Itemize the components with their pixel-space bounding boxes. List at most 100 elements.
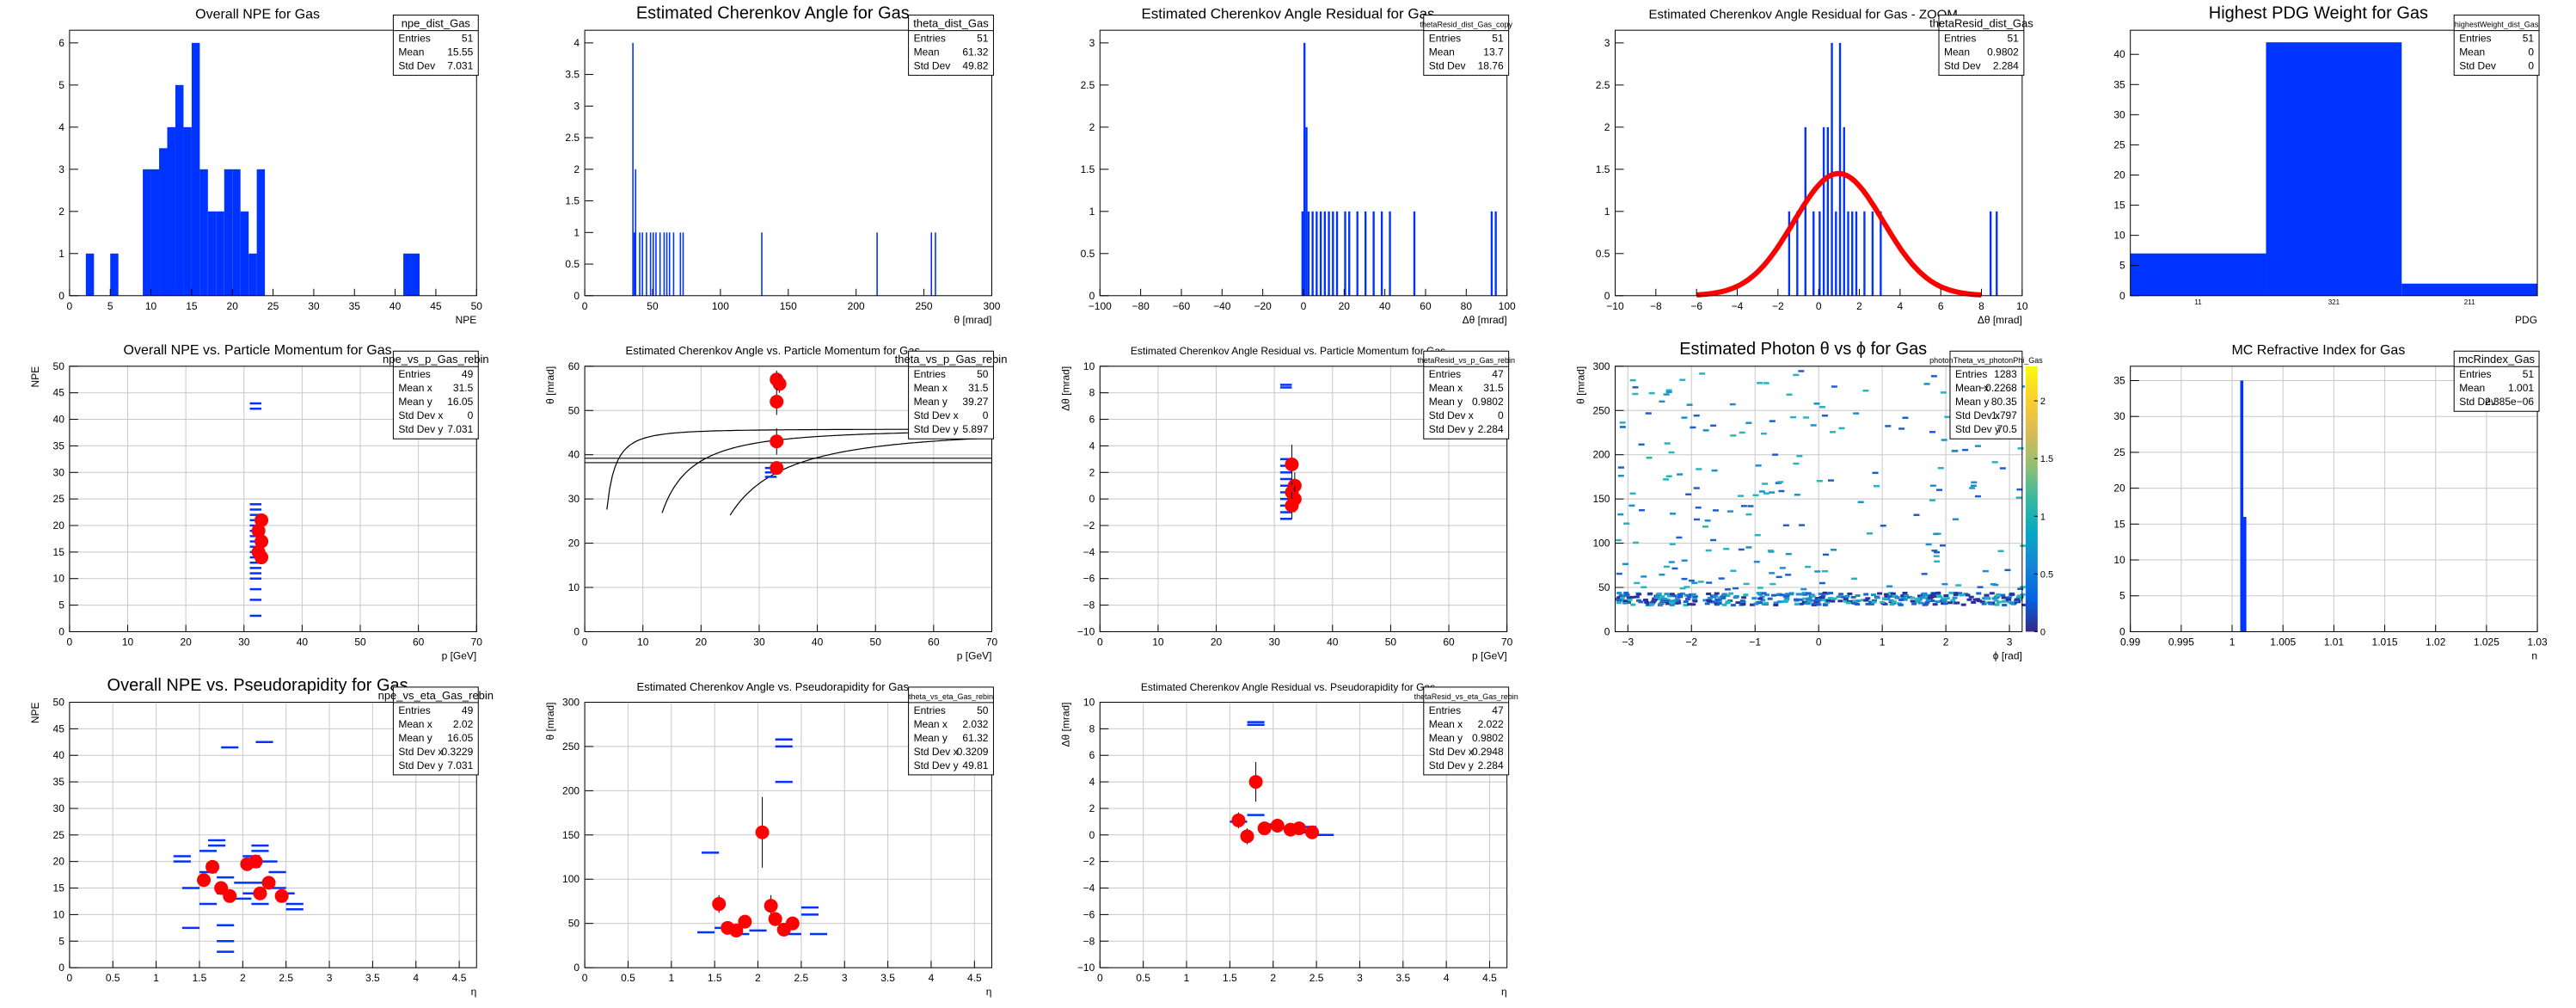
stats-box <box>908 350 994 439</box>
stats-value: 7.031 <box>447 759 473 771</box>
heatmap-cell <box>1917 601 1923 605</box>
hist-bin <box>641 232 643 296</box>
stats-value: 5.897 <box>962 423 988 435</box>
chart-photon_theta_phi: Estimated Photon θ vs ϕ for Gas 0 0.5 1 1.5 2… <box>1574 340 2053 661</box>
heatmap-cell <box>1760 432 1767 435</box>
x-axis-label: p [GeV] <box>442 649 477 661</box>
heatmap-cell <box>1730 569 1737 572</box>
stats-value: 2.02 <box>453 718 474 730</box>
x-tick-label: 0 <box>1816 636 1822 648</box>
data-point <box>274 888 289 903</box>
heatmap-cell <box>1974 495 1981 498</box>
x-tick-label: 40 <box>297 636 309 648</box>
x-tick-label: 10 <box>145 300 157 312</box>
heatmap-cell <box>1887 592 1893 595</box>
heatmap-cell <box>1730 604 1736 607</box>
x-tick-label: 40 <box>812 636 824 648</box>
chart-resid_vs_p: Estimated Cherenkov Angle Residual vs. P… <box>1059 345 1515 661</box>
data-point <box>738 914 752 929</box>
heatmap-cell <box>1933 555 1940 557</box>
heatmap-cell <box>1745 513 1752 516</box>
y-tick-label: 60 <box>568 360 580 372</box>
stats-box <box>1423 15 1510 77</box>
x-tick-label: 6 <box>1938 300 1944 312</box>
heatmap-cell <box>1819 405 1825 409</box>
heatmap-cell <box>1769 420 1776 422</box>
x-tick-label: −20 <box>1254 300 1272 312</box>
stats-value: 51 <box>2008 33 2020 45</box>
x-tick-label: −100 <box>1089 300 1112 312</box>
heatmap-cell <box>1941 439 1947 441</box>
y-tick-label: 4 <box>58 121 64 133</box>
heatmap-cell <box>1763 492 1769 495</box>
x-tick-label: 40 <box>1327 636 1339 648</box>
stats-header: mcRindex_Gas <box>2458 353 2535 366</box>
y-tick-label: 15 <box>2113 200 2125 212</box>
heatmap-cell <box>1806 599 1812 603</box>
heatmap-cell <box>1828 592 1834 595</box>
heatmap-cell <box>1776 600 1782 604</box>
stats-value: 0.9802 <box>1472 396 1504 408</box>
x-tick-label: 3 <box>842 972 848 984</box>
heatmap-cell <box>1692 595 1698 599</box>
y-tick-label: −6 <box>1083 908 1095 920</box>
heatmap-cell <box>1615 538 1622 542</box>
y-tick-label: 6 <box>1089 749 1095 761</box>
heatmap-cell <box>1968 595 1974 599</box>
heatmap-cell <box>1953 593 1959 596</box>
x-tick-label: 1 <box>1184 972 1190 984</box>
heatmap-cell <box>1799 524 1806 526</box>
y-tick-label: 10 <box>2113 554 2125 566</box>
hist-bin <box>633 232 635 296</box>
heatmap-cell <box>1713 594 1719 598</box>
heatmap-cell <box>1793 462 1800 465</box>
x-tick-label: 60 <box>928 636 940 648</box>
y-tick-label: 6 <box>1089 414 1095 426</box>
heatmap-cell <box>1990 583 1996 586</box>
heatmap-cell <box>1622 599 1628 603</box>
heatmap-cell <box>1935 600 1941 604</box>
heatmap-cell <box>1646 602 1652 605</box>
heatmap-cell <box>1872 471 1879 475</box>
heatmap-cell <box>1871 599 1877 602</box>
data-point <box>1257 821 1272 836</box>
heatmap-cell <box>1687 603 1693 606</box>
x-axis-label: PDG <box>2515 314 2537 326</box>
x-tick-label: 5 <box>107 300 113 312</box>
stats-label: Std Dev y <box>914 423 959 435</box>
heatmap-cell <box>1937 466 1944 470</box>
stats-label: Std Dev <box>2459 60 2496 72</box>
hist-bin <box>1380 211 1383 296</box>
heatmap-cell <box>1623 591 1629 594</box>
heatmap-cell <box>1884 594 1890 598</box>
y-tick-label: 25 <box>2113 446 2125 458</box>
heatmap-cell <box>1663 565 1670 569</box>
y-tick-label: 1.5 <box>565 195 580 207</box>
heatmap-cell <box>1666 594 1672 598</box>
heatmap-cell <box>1665 602 1671 605</box>
heatmap-cell <box>1710 538 1717 542</box>
y-tick-label: 2 <box>1089 802 1095 814</box>
x-tick-label: 0.995 <box>2168 636 2194 648</box>
heatmap-cell <box>2017 587 2024 590</box>
stats-label: Std Dev x <box>914 746 959 758</box>
y-tick-label: 0 <box>1089 493 1095 505</box>
stats-label: Mean <box>1944 46 1970 58</box>
stats-value: 80.35 <box>1991 396 2017 408</box>
heatmap-cell <box>1677 595 1683 599</box>
heatmap-cell <box>1931 592 1937 595</box>
heatmap-cell <box>1950 599 1956 602</box>
stats-label: Entries <box>398 33 430 45</box>
heatmap-cell <box>2001 596 2007 599</box>
heatmap-cell <box>1889 603 1895 606</box>
heatmap-cell <box>1647 592 1653 595</box>
heatmap-cell <box>1932 603 1938 606</box>
x-axis-label: η <box>1501 986 1507 998</box>
hist-bin <box>1307 211 1310 296</box>
stats-value: 2.385e−06 <box>2485 396 2534 408</box>
data-point <box>768 912 782 926</box>
heatmap-cell <box>1939 544 1946 547</box>
stats-box <box>392 350 479 439</box>
data-point <box>1231 813 1246 827</box>
